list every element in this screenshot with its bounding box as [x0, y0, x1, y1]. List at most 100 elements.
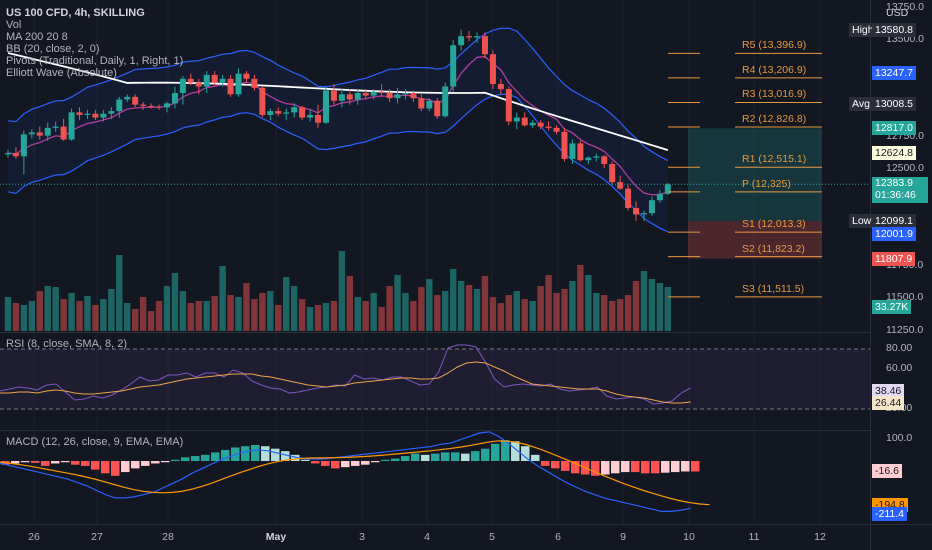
candle-body — [497, 83, 504, 90]
time-axis-label: 28 — [162, 531, 174, 543]
volume-bar — [259, 293, 266, 331]
volume-bar — [36, 291, 43, 331]
macd-tick-label: 100.0 — [886, 431, 913, 444]
candle-body — [76, 112, 83, 115]
volume-bar — [251, 299, 258, 331]
rsi-band — [0, 349, 870, 409]
rsi-title[interactable]: RSI (8, close, SMA, 8, 2) — [6, 338, 128, 350]
candle-body — [593, 156, 600, 158]
symbol-title[interactable]: US 100 CFD, 4h, SKILLING — [6, 7, 145, 19]
macd-histogram-bar — [51, 461, 60, 464]
volume-bar — [370, 293, 377, 331]
indicator-vol[interactable]: Vol — [6, 19, 22, 31]
candle-body — [545, 126, 552, 128]
candle-body — [633, 207, 640, 215]
pivot-label: S3 (11,511.5) — [742, 282, 805, 295]
macd-histogram-bar — [131, 461, 140, 469]
candle-body — [537, 122, 544, 127]
pivot-label: R2 (12,826.8) — [742, 113, 807, 125]
candle-body — [163, 103, 170, 108]
indicator-pivots[interactable]: Pivots (Traditional, Daily, 1, Right, 1) — [6, 55, 184, 67]
macd-histogram-bar — [201, 454, 210, 461]
volume-bar — [171, 273, 179, 331]
volume-bar — [60, 299, 67, 331]
candle-body — [60, 126, 67, 140]
signal-line — [0, 440, 710, 506]
candle-body — [466, 36, 473, 38]
target-zone — [688, 128, 822, 222]
time-axis-label: 26 — [28, 531, 40, 543]
candle-body — [68, 112, 75, 140]
volume-bar — [68, 293, 75, 331]
volume-bar — [108, 289, 115, 331]
time-axis-label: 5 — [489, 531, 495, 543]
bb-lower-line — [7, 93, 669, 233]
macd-histogram-bar — [531, 454, 540, 461]
macd-histogram-bar — [501, 440, 510, 461]
candle-body — [426, 100, 433, 109]
volume-bar — [664, 287, 672, 331]
candle-body — [418, 98, 425, 109]
avg-tag: 13008.5 — [872, 96, 916, 111]
candle-body — [116, 99, 123, 112]
volume-bar — [346, 276, 354, 331]
price-tick-label: 11500.0 — [886, 291, 924, 304]
indicator-elliott[interactable]: Elliott Wave (Absolute) — [6, 67, 117, 79]
candle-body — [561, 131, 568, 159]
macd-histogram-bar — [621, 461, 630, 473]
volume-bar — [577, 265, 584, 331]
candle-body — [442, 86, 449, 117]
volume-bar — [354, 297, 361, 331]
volume-bar — [187, 303, 195, 331]
volume-bar — [322, 303, 330, 331]
currency-label[interactable]: USD — [886, 7, 909, 19]
volume-bar — [449, 269, 457, 331]
macd-title[interactable]: MACD (12, 26, close, 9, EMA, EMA) — [6, 436, 184, 448]
bb-lower-tag: 12001.9 — [872, 226, 916, 241]
candle-body — [100, 113, 107, 118]
volume-bar — [155, 301, 163, 331]
volume-bar — [402, 293, 409, 331]
macd-histogram-bar — [651, 461, 660, 474]
macd-histogram-bar — [671, 461, 680, 473]
macd-histogram-bar — [151, 461, 160, 464]
low-tag-prefix: Low — [849, 214, 875, 229]
volume-bar — [275, 305, 282, 331]
macd-histogram-bar — [361, 461, 370, 465]
candle-body — [291, 107, 298, 113]
macd-histogram-bar — [441, 452, 450, 461]
candle-body — [52, 126, 59, 128]
volume-bar — [656, 283, 664, 331]
macd-histogram-bar — [521, 446, 530, 461]
volume-bar — [553, 293, 560, 331]
volume-bar — [20, 305, 28, 331]
candle-body — [243, 73, 250, 79]
volume-bar — [306, 307, 314, 331]
volume-bar — [537, 286, 544, 331]
indicator-bb[interactable]: BB (20, close, 2, 0) — [6, 43, 100, 55]
candle-body — [585, 157, 592, 161]
candle-body — [513, 117, 520, 122]
candle-body — [211, 74, 218, 83]
price-tick-label: 13750.0 — [886, 0, 924, 13]
candle-body — [84, 113, 91, 115]
volume-bar — [283, 277, 290, 331]
macd-histogram-bar — [681, 461, 690, 472]
target-tag: 12817.0 — [872, 121, 916, 136]
volume-bar — [457, 281, 465, 331]
macd-histogram-bar — [431, 453, 440, 461]
macd-histogram-bar — [281, 451, 290, 461]
volume-bar — [235, 297, 242, 331]
stop-tag: 11807.9 — [872, 251, 916, 266]
ma-line — [7, 52, 669, 152]
candle-body — [656, 193, 663, 201]
volume-bar — [211, 296, 218, 331]
candle-body — [171, 93, 178, 104]
volume-bar — [442, 291, 449, 331]
volume-bar — [124, 303, 131, 331]
candle-body — [601, 156, 608, 165]
candle-body — [219, 78, 226, 83]
indicator-ma[interactable]: MA 200 20 8 — [6, 31, 68, 43]
candle-body — [203, 74, 210, 87]
